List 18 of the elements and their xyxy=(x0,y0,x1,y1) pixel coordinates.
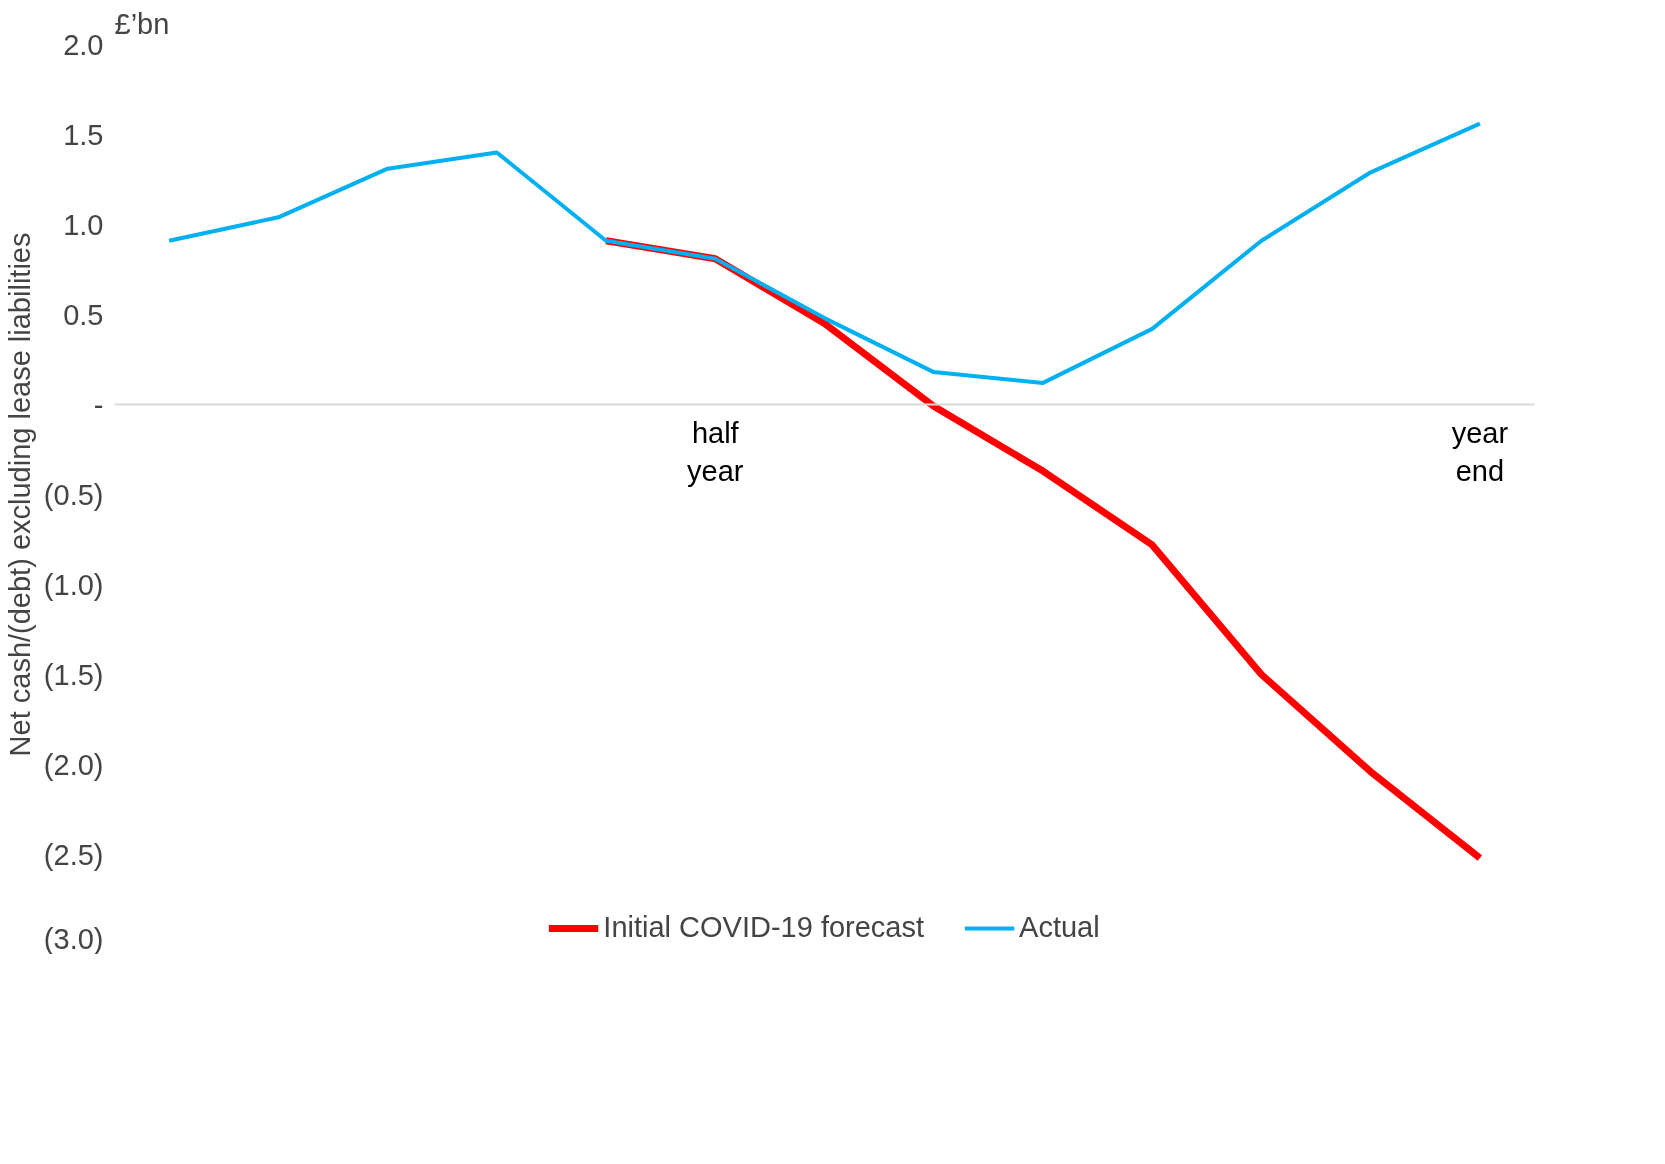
y-tick-label: 2.0 xyxy=(63,28,104,61)
y-axis-title: Net cash/(debt) excluding lease liabilities xyxy=(3,232,36,757)
y-tick-label: (2.0) xyxy=(43,748,104,781)
y-tick-label: (1.0) xyxy=(43,568,104,601)
y-tick-label: (2.5) xyxy=(43,838,104,871)
x-tick-label: half year xyxy=(687,416,744,487)
legend-label: Initial COVID-19 forecast xyxy=(603,911,925,944)
y-tick-label: 1.0 xyxy=(63,208,104,241)
y-tick-label: (0.5) xyxy=(43,478,104,511)
text: £’bn xyxy=(114,7,170,40)
x-tick-label: year end xyxy=(1451,416,1509,487)
y-tick-label: 1.5 xyxy=(63,118,104,151)
legend-label: Actual xyxy=(1019,911,1100,944)
line-series xyxy=(167,121,1482,385)
y-tick-label: (3.0) xyxy=(43,922,104,955)
y-tick-label: 0.5 xyxy=(63,298,104,331)
y-tick-label: (1.5) xyxy=(43,658,104,691)
y-tick-label: - xyxy=(93,388,104,421)
